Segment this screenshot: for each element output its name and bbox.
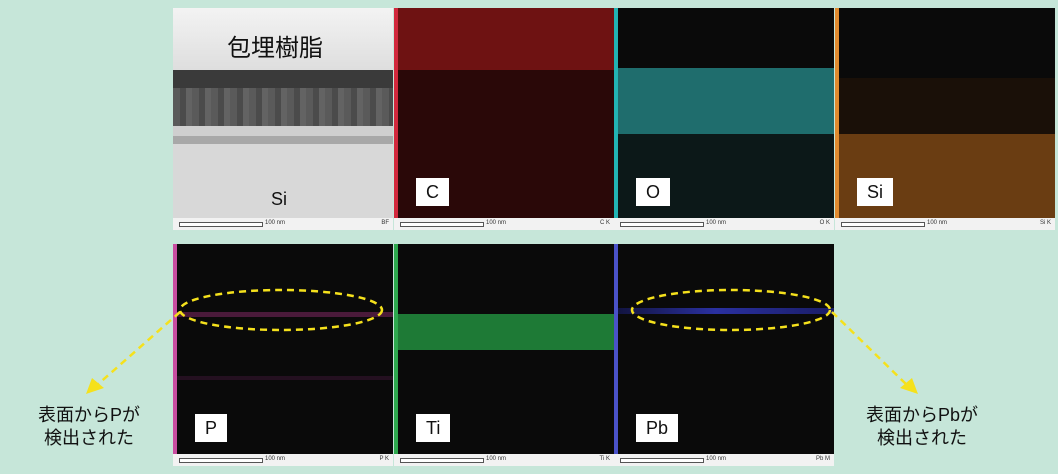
scale-bar: 100 nm Ti K	[394, 454, 614, 466]
panel-ti-map: Ti 100 nm Ti K	[394, 244, 614, 466]
thin-layer	[173, 136, 393, 144]
scale-bar: 100 nm P K	[173, 454, 393, 466]
titanium-layer	[398, 314, 614, 350]
panel-label-o: O	[636, 178, 671, 206]
oxide-layer	[173, 126, 393, 136]
phosphorus-surface-line	[177, 312, 393, 317]
panel-label-si: Si	[857, 178, 894, 206]
annotation-pb-line2: 検出された	[877, 428, 967, 448]
oxygen-layer	[618, 68, 834, 134]
color-key-o	[614, 8, 618, 218]
phosphorus-faint-line	[177, 376, 393, 380]
surface-dark-layer	[173, 70, 393, 88]
silicon-film-region	[839, 78, 1055, 134]
silicon-substrate	[173, 144, 393, 218]
annotation-pb-detected: 表面からPbが 検出された	[834, 404, 1010, 450]
resin-title: 包埋樹脂	[227, 35, 323, 62]
pb-arrow-line	[831, 311, 909, 387]
scale-bar: 100 nm Si K	[835, 218, 1055, 230]
color-key-ti	[394, 244, 398, 454]
scale-bar: 100 nm Pb M	[614, 454, 834, 466]
panel-o-map: O 100 nm O K	[614, 8, 834, 230]
scale-bar: 100 nm BF	[173, 218, 393, 230]
panel-label-ti: Ti	[416, 414, 451, 442]
color-key-pb	[614, 244, 618, 454]
panel-pb-map: Pb 100 nm Pb M	[614, 244, 834, 466]
scale-bar: 100 nm C K	[394, 218, 614, 230]
color-key-c	[394, 8, 398, 218]
p-arrow-line	[95, 311, 181, 387]
panel-label-c: C	[416, 178, 449, 206]
panel-si-map: Si 100 nm Si K	[835, 8, 1055, 230]
color-key-p	[173, 244, 177, 454]
annotation-p-line1: 表面からPが	[37, 405, 140, 425]
p-arrowhead	[86, 378, 104, 394]
panel-p-map: P 100 nm P K	[173, 244, 393, 466]
panel-label-p: P	[195, 414, 228, 442]
panel-c-map: C 100 nm C K	[394, 8, 614, 230]
pb-arrowhead	[900, 378, 918, 394]
p-highlight-ellipse	[178, 288, 384, 332]
annotation-pb-line1: 表面からPbが	[865, 405, 979, 425]
annotation-p-line2: 検出された	[44, 428, 134, 448]
pb-highlight-ellipse	[630, 288, 832, 332]
panel-label-si-bf: Si	[271, 189, 288, 209]
film-layer	[173, 88, 393, 126]
panel-bf-image: 包埋樹脂 Si 100 nm BF	[173, 8, 393, 230]
panel-label-pb: Pb	[636, 414, 679, 442]
resin-layer	[173, 8, 393, 70]
annotation-p-detected: 表面からPが 検出された	[4, 404, 174, 450]
scale-bar: 100 nm O K	[614, 218, 834, 230]
lead-surface-line	[618, 308, 834, 314]
color-key-si	[835, 8, 839, 218]
carbon-resin-region	[398, 8, 614, 70]
